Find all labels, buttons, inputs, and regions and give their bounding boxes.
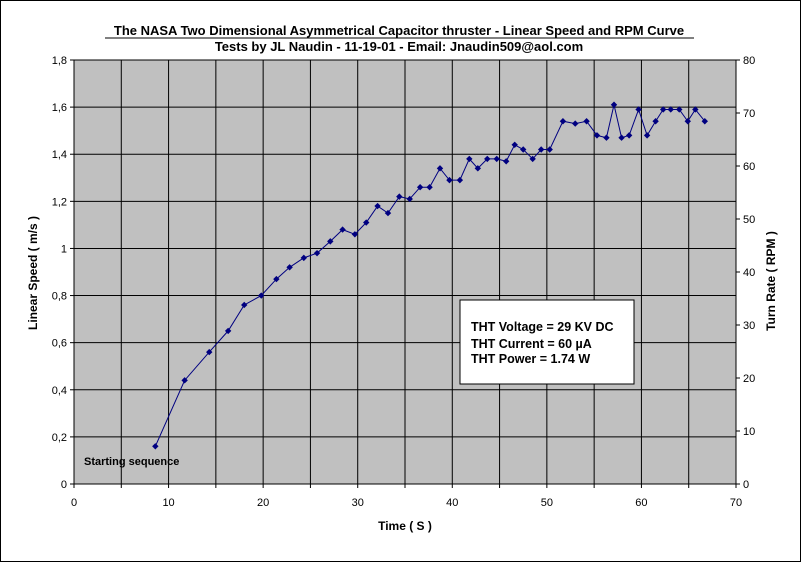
- x-tick-label: 50: [541, 497, 553, 509]
- y-tick-label: 0,6: [52, 338, 67, 350]
- data-point: [436, 165, 444, 172]
- y2-axis-label: Turn Rate ( RPM ): [764, 231, 778, 331]
- data-point: [593, 132, 601, 139]
- data-point: [466, 155, 473, 163]
- data-point: [572, 120, 579, 127]
- data-point: [635, 106, 642, 113]
- data-point: [684, 118, 691, 125]
- data-point: [502, 158, 510, 165]
- y2-axis-ticks: 0 10 20 30 40 50 60 70 80: [735, 55, 755, 491]
- y-tick-label: 1,4: [52, 149, 67, 161]
- data-point: [300, 254, 308, 262]
- data-point: [273, 275, 280, 283]
- x-tick-label: 40: [446, 497, 458, 509]
- x-tick-label: 20: [257, 497, 269, 509]
- y-tick-label: 1: [61, 243, 67, 255]
- y2-tick-label: 10: [743, 426, 755, 438]
- y2-tick-label: 30: [743, 320, 755, 332]
- data-point: [537, 146, 545, 153]
- data-point: [559, 118, 567, 125]
- data-point: [258, 292, 265, 299]
- y2-tick-label: 70: [743, 108, 755, 120]
- x-tick-label: 60: [635, 497, 647, 509]
- starting-sequence-annotation: Starting sequence: [84, 456, 179, 468]
- data-point: [327, 238, 334, 245]
- info-box-frame: [459, 299, 635, 385]
- data-point: [351, 231, 359, 238]
- x-tick-label: 30: [352, 497, 364, 509]
- data-point: [206, 348, 213, 356]
- x-tick-label: 70: [730, 497, 742, 509]
- x-axis-label: Time ( S ): [378, 519, 432, 533]
- data-point: [339, 226, 346, 233]
- data-point: [546, 146, 553, 153]
- y-tick-label: 0,4: [52, 385, 67, 397]
- data-point: [181, 377, 188, 384]
- y2-tick-label: 60: [743, 161, 755, 173]
- data-point: [286, 264, 293, 271]
- y-tick-label: 1,6: [52, 102, 67, 114]
- y2-tick-label: 80: [743, 55, 755, 67]
- data-point: [363, 219, 370, 226]
- y2-tick-label: 0: [743, 479, 749, 491]
- x-tick-label: 10: [162, 497, 174, 509]
- data-point: [667, 106, 674, 113]
- y-tick-label: 1,8: [52, 55, 67, 67]
- info-box: THT Voltage = 29 KV DC THT Current = 60 …: [459, 299, 635, 385]
- data-point: [583, 118, 590, 125]
- data-point: [241, 301, 248, 309]
- data-point: [603, 134, 610, 141]
- data-point: [659, 106, 667, 113]
- chart-title: The NASA Two Dimensional Asymmetrical Ca…: [114, 23, 684, 38]
- data-point: [625, 132, 633, 139]
- data-point: [426, 184, 433, 191]
- y-tick-label: 1,2: [52, 196, 67, 208]
- data-point: [396, 193, 403, 200]
- data-point: [701, 118, 708, 125]
- data-point: [692, 106, 699, 113]
- y2-tick-label: 40: [743, 267, 755, 279]
- chart-subtitle: Tests by JL Naudin - 11-19-01 - Email: J…: [215, 39, 583, 54]
- series-markers: [152, 101, 708, 450]
- y-tick-label: 0,2: [52, 432, 67, 444]
- data-point: [384, 209, 392, 217]
- y-axis-ticks: 0 0,2 0,4 0,6 0,8 1 1,2 1,4 1,6 1,8: [52, 55, 75, 491]
- data-point: [446, 176, 453, 184]
- y-tick-label: 0: [61, 479, 67, 491]
- data-point: [374, 202, 381, 210]
- x-tick-label: 0: [71, 497, 77, 509]
- y2-tick-label: 20: [743, 373, 755, 385]
- data-point: [484, 155, 491, 163]
- data-point: [652, 118, 659, 125]
- data-point: [456, 176, 464, 184]
- data-point: [152, 443, 159, 450]
- y-axis-label: Linear Speed ( m/s ): [26, 216, 40, 330]
- data-point: [618, 134, 625, 141]
- x-axis-ticks: 0 10 20 30 40 50 60 70: [71, 483, 742, 509]
- y2-tick-label: 50: [743, 214, 755, 226]
- data-point: [474, 165, 482, 172]
- data-point: [406, 195, 413, 203]
- data-point: [610, 101, 618, 108]
- info-voltage: THT Voltage = 29 KV DC: [471, 320, 614, 334]
- data-point: [643, 132, 651, 139]
- data-point: [529, 155, 536, 163]
- info-power: THT Power = 1.74 W: [471, 352, 590, 366]
- info-current: THT Current = 60 µA: [471, 337, 592, 351]
- data-point: [416, 184, 424, 191]
- data-point: [676, 106, 683, 113]
- data-point: [511, 141, 518, 148]
- data-point: [520, 146, 527, 153]
- data-point: [313, 249, 321, 257]
- y-tick-label: 0,8: [52, 291, 67, 303]
- data-point: [493, 155, 500, 163]
- data-point: [224, 327, 232, 335]
